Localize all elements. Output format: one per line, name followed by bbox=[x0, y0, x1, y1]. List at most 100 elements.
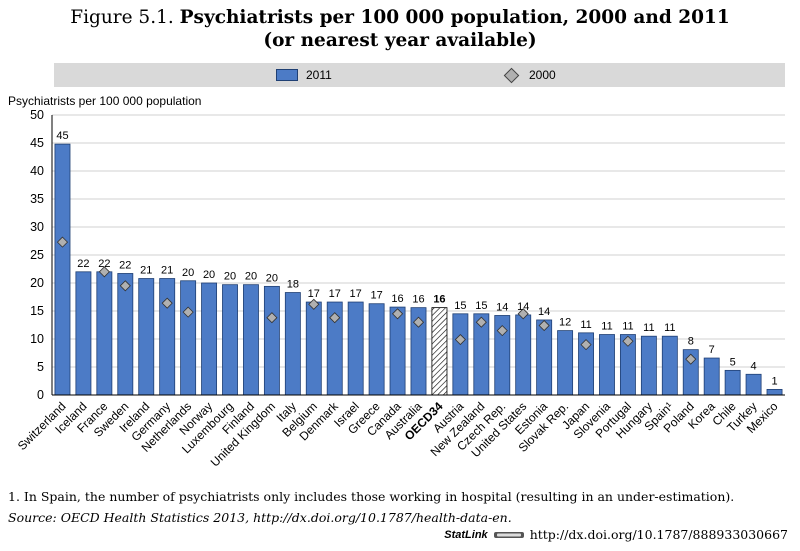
marker-2000 bbox=[622, 335, 634, 347]
figure-label: Figure 5.1. bbox=[70, 7, 174, 28]
legend-item-2000: 2000 bbox=[503, 63, 556, 87]
bar bbox=[180, 280, 197, 396]
bar bbox=[222, 284, 238, 396]
marker-2000 bbox=[517, 308, 529, 320]
data-label: 21 bbox=[161, 265, 173, 277]
data-label: 21 bbox=[140, 265, 152, 277]
marker-2000 bbox=[56, 236, 69, 248]
y-tick-label: 30 bbox=[30, 220, 44, 234]
bar bbox=[703, 357, 720, 396]
marker-2000 bbox=[475, 316, 487, 328]
data-label: 14 bbox=[496, 301, 508, 313]
data-label: 22 bbox=[119, 259, 131, 271]
bar bbox=[368, 303, 385, 396]
data-label: 20 bbox=[182, 267, 194, 279]
axes bbox=[51, 115, 785, 396]
marker-2000 bbox=[580, 339, 592, 351]
data-label: 14 bbox=[538, 306, 550, 318]
y-tick-labels: 0 5 10 15 20 25 30 35 40 45 50 bbox=[30, 108, 44, 402]
data-label: 45 bbox=[56, 130, 68, 142]
data-label: 11 bbox=[622, 321, 633, 333]
marker-2000 bbox=[98, 266, 110, 278]
bar bbox=[452, 313, 469, 396]
data-label: 1 bbox=[771, 375, 777, 387]
data-label: 20 bbox=[224, 271, 236, 283]
statlink: StatLink http://dx.doi.org/10.1787/88893… bbox=[444, 527, 788, 542]
marker-2000 bbox=[454, 333, 466, 346]
bar bbox=[557, 330, 574, 396]
bar bbox=[305, 301, 322, 396]
data-label: 20 bbox=[203, 269, 215, 281]
bar bbox=[640, 335, 657, 396]
data-label: 5 bbox=[730, 356, 736, 368]
bar bbox=[263, 285, 280, 396]
bar bbox=[117, 273, 134, 396]
data-label: 11 bbox=[664, 322, 675, 334]
data-label: 15 bbox=[475, 300, 487, 312]
legend-item-2011: 2011 bbox=[276, 63, 332, 87]
data-label: 16 bbox=[433, 294, 445, 306]
marker-2000 bbox=[538, 319, 550, 332]
source-note: Source: OECD Health Statistics 2013, htt… bbox=[8, 510, 512, 525]
bar bbox=[54, 143, 71, 396]
bar bbox=[243, 284, 259, 396]
bar bbox=[724, 369, 741, 396]
y-axis-label: Psychiatrists per 100 000 population bbox=[8, 94, 202, 108]
bar bbox=[536, 319, 553, 396]
legend-label-2011: 2011 bbox=[306, 68, 332, 82]
marker-2000 bbox=[266, 312, 278, 324]
data-label: 11 bbox=[643, 322, 654, 334]
data-label: 18 bbox=[287, 279, 299, 291]
bar bbox=[389, 306, 406, 396]
y-tick-label: 50 bbox=[30, 108, 44, 122]
bar bbox=[661, 335, 678, 396]
legend-diamond-icon bbox=[503, 67, 520, 83]
data-label: 4 bbox=[751, 360, 757, 372]
bar bbox=[159, 278, 176, 396]
bar bbox=[347, 301, 364, 396]
bar bbox=[284, 292, 301, 396]
data-label: 8 bbox=[688, 336, 694, 348]
y-tick-label: 15 bbox=[30, 304, 44, 318]
data-label: 7 bbox=[709, 344, 715, 356]
bar bbox=[515, 314, 532, 396]
bar bbox=[75, 271, 92, 396]
bar bbox=[745, 373, 762, 396]
chart-title: Figure 5.1. Psychiatrists per 100 000 po… bbox=[0, 6, 800, 52]
title-line-1: Psychiatrists per 100 000 population, 20… bbox=[179, 7, 730, 28]
y-tick-label: 10 bbox=[30, 332, 44, 346]
statlink-logo-icon bbox=[493, 531, 524, 538]
marker-2000 bbox=[182, 306, 194, 318]
marker-2000 bbox=[412, 316, 425, 328]
y-tick-label: 35 bbox=[30, 192, 44, 206]
data-label: 14 bbox=[517, 301, 529, 313]
y-tick-label: 5 bbox=[37, 360, 44, 374]
bar bbox=[138, 278, 155, 396]
y-tick-label: 45 bbox=[30, 136, 44, 150]
footnote: 1. In Spain, the number of psychiatrists… bbox=[8, 489, 735, 504]
data-label: 15 bbox=[454, 300, 466, 312]
data-label: 20 bbox=[266, 272, 278, 284]
data-label: 17 bbox=[370, 290, 382, 302]
marker-2000 bbox=[161, 297, 173, 309]
marker-2000 bbox=[329, 312, 341, 324]
bar bbox=[96, 271, 113, 396]
statlink-url[interactable]: http://dx.doi.org/10.1787/888933030667 bbox=[529, 527, 788, 542]
data-label: 17 bbox=[350, 288, 362, 300]
bar bbox=[766, 388, 783, 396]
data-label: 16 bbox=[412, 294, 424, 306]
data-label: 16 bbox=[391, 293, 403, 305]
data-label: 11 bbox=[580, 319, 591, 331]
data-label: 22 bbox=[98, 258, 110, 270]
bar bbox=[431, 307, 448, 396]
marker-2000 bbox=[308, 298, 320, 310]
marker-2000 bbox=[119, 280, 131, 292]
y-tick-label: 0 bbox=[37, 388, 44, 402]
markers-2000 bbox=[56, 236, 697, 365]
statlink-brand: StatLink bbox=[444, 528, 488, 541]
data-label: 17 bbox=[329, 288, 341, 300]
marker-2000 bbox=[685, 353, 697, 365]
y-tick-label: 40 bbox=[30, 164, 44, 178]
legend-label-2000: 2000 bbox=[529, 68, 556, 82]
